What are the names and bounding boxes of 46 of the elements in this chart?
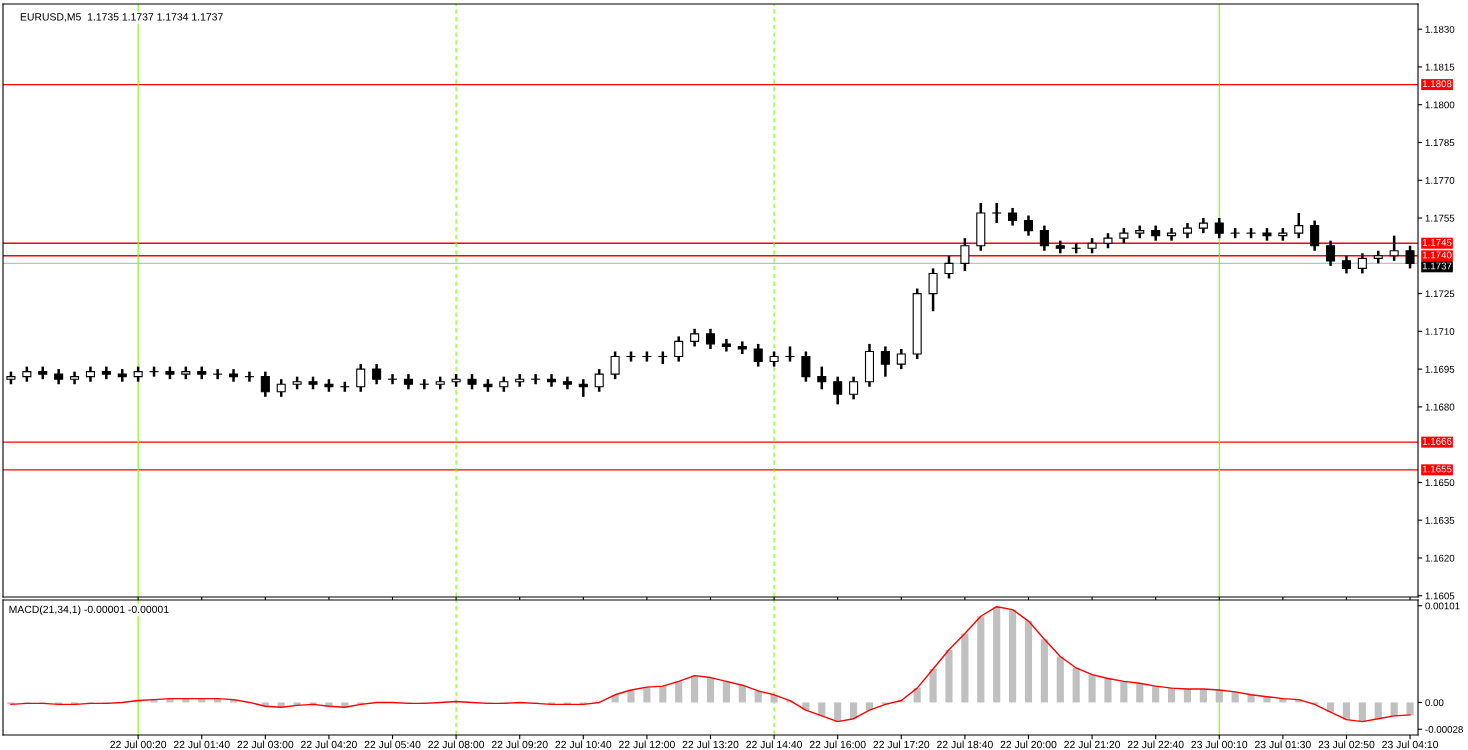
y-tick-label: 1.1830 [1425,25,1455,33]
x-tick-label: 22 Jul 21:20 [1064,740,1121,749]
y-tick-label: 0.00 [1425,699,1444,707]
x-tick-label: 22 Jul 13:20 [682,740,739,749]
y-tick-label: 1.1800 [1425,101,1455,109]
y-tick-label: 1.1815 [1425,63,1455,71]
x-tick-label: 23 Jul 01:30 [1255,740,1311,749]
x-tick-label: 23 Jul 00:10 [1191,740,1248,749]
x-tick-label: 22 Jul 17:20 [873,740,930,749]
x-tick-label: 22 Jul 00:20 [110,740,167,749]
chart-title: MACD(21,34,1) -0.00001 -0.00001 [9,605,169,616]
ref-line-label: 1.1737 [1422,262,1452,270]
x-tick-label: 22 Jul 18:40 [937,740,993,749]
x-tick-label: 22 Jul 01:40 [173,740,230,749]
x-tick-label: 22 Jul 04:20 [301,740,357,749]
text: EURUSD,M5 1.1735 1.1737 1.1734 1.1737 [20,13,223,22]
x-tick-label: 22 Jul 03:00 [237,740,294,749]
y-tick-label: 1.1725 [1425,290,1455,298]
y-tick-label: 1.1755 [1425,214,1455,222]
x-tick-label: 23 Jul 02:50 [1318,740,1375,749]
ref-line-label: 1.1740 [1422,251,1452,259]
x-tick-label: 22 Jul 20:00 [1000,740,1057,749]
ref-line-label: 1.1666 [1422,437,1452,445]
x-tick-label: 22 Jul 09:20 [491,740,548,749]
x-tick-label: 22 Jul 22:40 [1127,740,1184,749]
y-tick-label: 1.1650 [1425,479,1455,487]
y-tick-label: 1.1695 [1425,365,1455,373]
x-tick-label: 22 Jul 14:40 [746,740,803,749]
y-tick-label: 1.1710 [1425,328,1455,335]
y-tick-label: -0.00028 [1425,725,1463,733]
y-tick-label: 1.1605 [1425,592,1455,600]
y-tick-label: 1.1785 [1425,139,1455,147]
ref-line-label: 1.1655 [1422,465,1452,473]
x-tick-label: 22 Jul 08:00 [428,740,485,749]
x-tick-label: 22 Jul 12:00 [619,740,675,749]
y-tick-label: 1.1770 [1425,177,1455,184]
x-tick-label: 22 Jul 16:00 [809,740,866,749]
x-tick-label: 23 Jul 04:10 [1382,740,1439,749]
y-tick-label: 1.1620 [1425,554,1455,562]
y-tick-label: 1.1680 [1425,403,1455,411]
y-tick-label: 1.1635 [1425,516,1455,524]
x-tick-label: 22 Jul 05:40 [364,740,421,749]
x-tick-label: 22 Jul 10:40 [555,740,612,749]
ref-line-label: 1.1808 [1422,80,1452,88]
y-tick-label: 0.00101 [1425,602,1460,610]
ref-line-label: 1.1745 [1422,239,1452,246]
